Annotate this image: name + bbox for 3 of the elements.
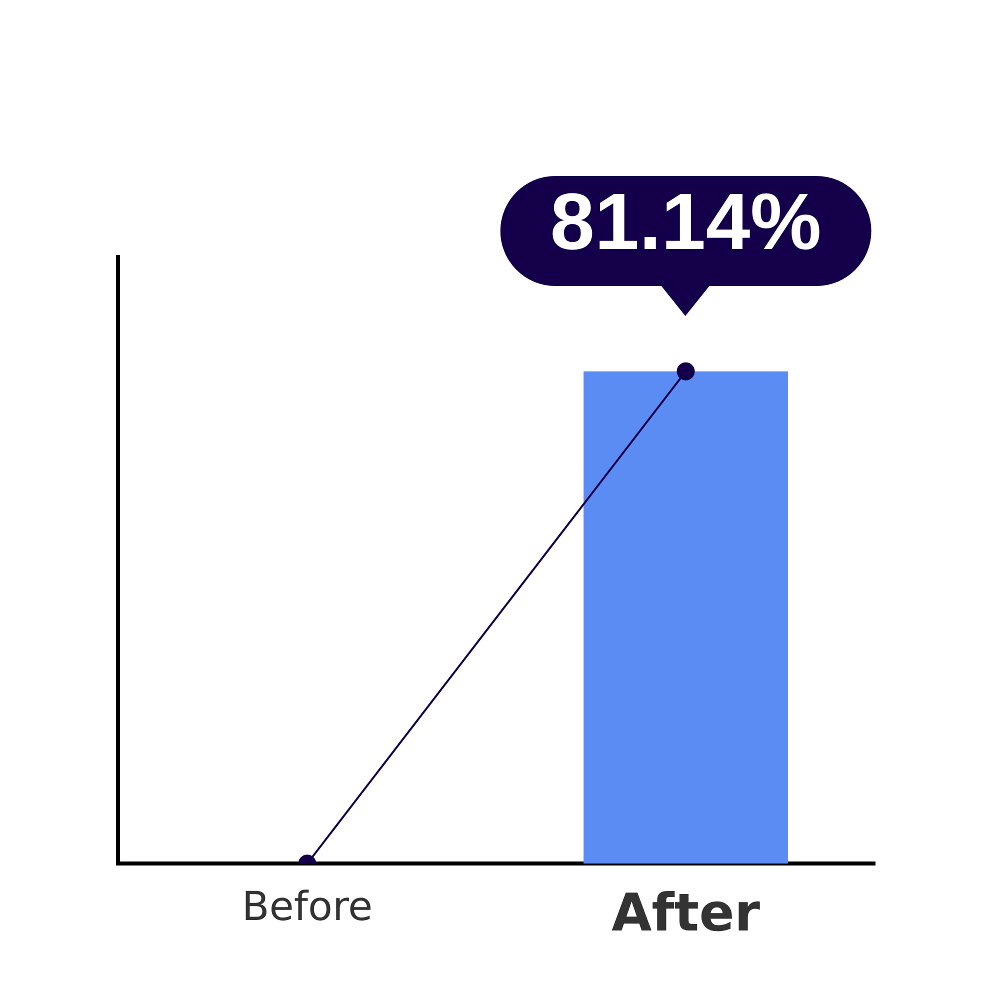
x-tick-label: Before xyxy=(242,884,373,930)
data-label: 81.14% xyxy=(500,176,872,286)
x-tick-label: After xyxy=(611,883,760,944)
